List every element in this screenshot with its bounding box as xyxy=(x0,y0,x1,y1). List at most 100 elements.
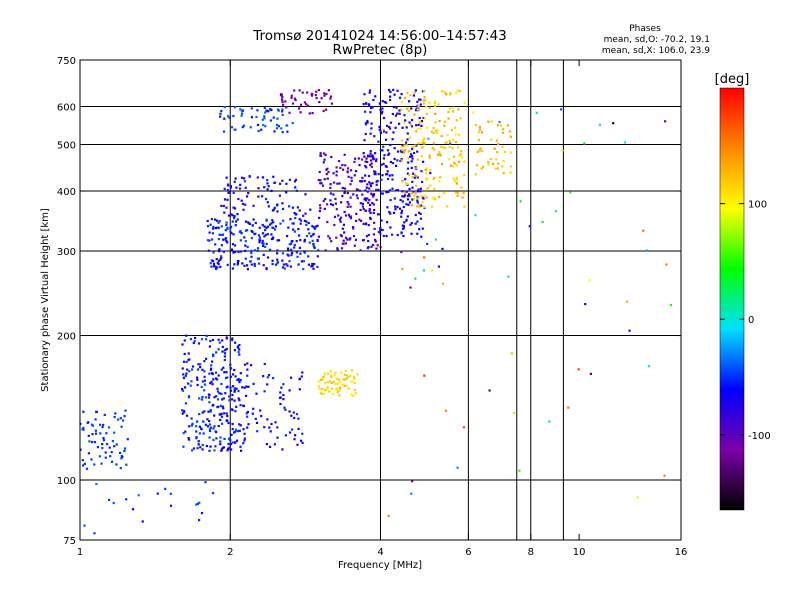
data-point xyxy=(372,193,375,196)
data-point xyxy=(367,246,370,249)
data-point xyxy=(352,227,355,230)
data-point xyxy=(333,223,336,227)
data-point xyxy=(400,158,403,161)
data-point xyxy=(430,269,434,272)
data-point xyxy=(214,227,217,230)
data-point xyxy=(458,154,461,157)
data-point xyxy=(446,134,449,137)
data-point xyxy=(216,390,220,393)
data-point xyxy=(325,173,328,176)
data-point xyxy=(318,210,321,213)
data-point xyxy=(208,372,211,375)
data-point xyxy=(203,389,206,392)
data-point xyxy=(265,443,268,446)
data-point xyxy=(222,366,225,369)
data-point xyxy=(192,341,195,345)
data-point xyxy=(226,419,229,422)
data-point xyxy=(334,383,337,386)
data-point xyxy=(492,162,495,166)
data-point xyxy=(401,180,404,183)
data-point xyxy=(358,189,361,192)
data-point xyxy=(375,247,378,250)
data-point xyxy=(95,410,98,414)
data-point xyxy=(405,203,408,206)
data-point xyxy=(519,200,522,203)
data-point xyxy=(305,103,308,106)
data-point xyxy=(229,443,232,446)
data-point xyxy=(412,172,415,175)
data-point xyxy=(81,459,84,462)
data-point xyxy=(406,215,409,218)
data-point xyxy=(422,197,425,200)
y-tick-label: 750 xyxy=(57,56,76,67)
data-point xyxy=(440,163,444,166)
data-point xyxy=(255,421,259,424)
data-point xyxy=(123,447,127,450)
data-point xyxy=(222,130,226,133)
data-point xyxy=(293,97,296,100)
data-point xyxy=(403,114,406,117)
data-point xyxy=(230,433,233,436)
data-point xyxy=(349,205,352,208)
data-point xyxy=(217,259,220,262)
data-point xyxy=(400,212,403,215)
data-point xyxy=(215,395,218,398)
data-point xyxy=(120,455,123,458)
data-point xyxy=(335,208,338,211)
data-point xyxy=(431,197,434,200)
data-point xyxy=(246,362,249,365)
data-point xyxy=(419,98,422,101)
data-point xyxy=(169,492,172,495)
data-point xyxy=(366,183,369,186)
data-point xyxy=(102,437,105,440)
data-point xyxy=(342,239,345,242)
data-point xyxy=(108,498,111,501)
data-point xyxy=(244,257,247,260)
data-point xyxy=(346,238,349,241)
data-point xyxy=(102,423,105,426)
data-point xyxy=(208,239,211,242)
data-point xyxy=(367,104,371,107)
data-point xyxy=(316,224,319,227)
data-point xyxy=(319,182,322,185)
data-point xyxy=(355,170,358,173)
data-point xyxy=(82,426,85,429)
data-point xyxy=(222,407,225,410)
data-point xyxy=(257,129,260,133)
data-point xyxy=(364,165,367,168)
data-point xyxy=(290,240,293,243)
data-point xyxy=(503,150,507,154)
data-point xyxy=(181,412,184,415)
data-point xyxy=(349,237,352,240)
data-point xyxy=(216,378,219,381)
data-point xyxy=(284,408,287,411)
data-point xyxy=(371,182,374,185)
data-point xyxy=(210,259,213,262)
data-point xyxy=(303,238,306,241)
data-point xyxy=(251,224,254,227)
data-point xyxy=(226,183,230,186)
data-point xyxy=(201,380,204,383)
data-point xyxy=(365,235,368,238)
data-point xyxy=(388,152,391,155)
data-point xyxy=(204,423,207,426)
data-point xyxy=(407,193,411,196)
data-point xyxy=(300,439,303,442)
data-point xyxy=(226,376,229,379)
data-point xyxy=(224,237,228,240)
data-point xyxy=(373,170,376,173)
data-point xyxy=(404,119,407,122)
data-point xyxy=(412,94,415,97)
data-point xyxy=(215,267,218,270)
data-point xyxy=(422,160,425,163)
data-point xyxy=(258,241,261,244)
data-point xyxy=(349,196,352,199)
data-point xyxy=(293,212,296,215)
data-point xyxy=(490,120,493,123)
data-point xyxy=(222,397,225,400)
data-point xyxy=(400,209,404,212)
data-point xyxy=(204,481,207,484)
data-point xyxy=(261,195,264,198)
data-point xyxy=(420,170,423,173)
